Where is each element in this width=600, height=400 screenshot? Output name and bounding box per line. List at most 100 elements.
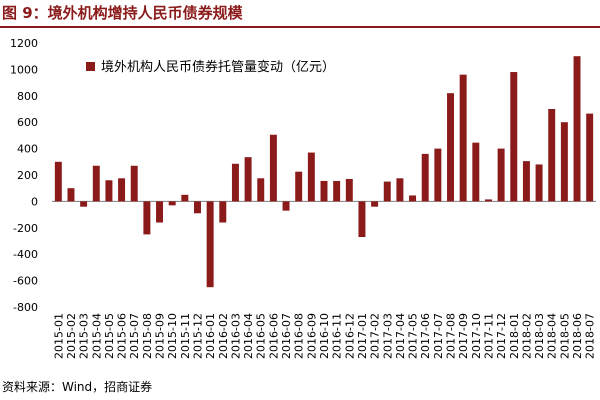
bar (67, 188, 75, 202)
y-tick-label: -200 (13, 222, 38, 235)
source-note: 资料来源：Wind，招商证券 (2, 380, 153, 394)
legend-label: 境外机构人民币债券托管量变动（亿元） (101, 59, 335, 75)
x-tick-label: 2017-02 (369, 313, 382, 359)
bar (573, 56, 581, 202)
x-tick-label: 2016-02 (217, 313, 230, 359)
bar (434, 148, 442, 202)
bar-chart: 境外机构人民币债券托管量变动（亿元） -800 -600 -400 -200 0 200 4… (10, 37, 597, 359)
bar (447, 93, 454, 202)
bars (54, 56, 594, 288)
bar (206, 201, 214, 288)
x-tick-label: 2017-10 (470, 313, 483, 359)
x-tick-label: 2017-05 (407, 313, 420, 359)
y-tick-label: 600 (17, 116, 38, 129)
bar (194, 201, 201, 214)
y-tick-label: 800 (17, 90, 38, 103)
x-tick-label: 2018-06 (571, 313, 584, 359)
bar (472, 142, 480, 202)
bar (383, 181, 391, 202)
x-axis: 2015-01 2015-02 2015-03 2015-04 2015-05 2015-… (52, 313, 596, 359)
x-tick-label: 2015-06 (116, 313, 129, 359)
bar (282, 201, 290, 211)
bar (118, 178, 126, 202)
chart-legend: 境外机构人民币债券托管量变动（亿元） (86, 59, 335, 75)
bar (92, 165, 100, 202)
x-tick-label: 2017-01 (356, 313, 369, 359)
x-tick-label: 2015-03 (78, 313, 91, 359)
bar (257, 178, 265, 202)
x-tick-label: 2015-09 (154, 313, 167, 359)
x-tick-label: 2017-04 (394, 313, 407, 359)
legend-swatch (86, 62, 95, 71)
bar (295, 171, 303, 202)
bar (497, 148, 505, 202)
bar (143, 201, 151, 235)
bar (105, 180, 113, 202)
x-tick-label: 2016-08 (293, 313, 306, 359)
x-tick-label: 2015-07 (128, 313, 141, 359)
x-tick-label: 2018-04 (546, 313, 559, 359)
x-tick-label: 2015-11 (179, 313, 192, 359)
bar (409, 195, 417, 202)
x-tick-label: 2018-07 (584, 313, 597, 359)
x-tick-label: 2015-04 (90, 313, 103, 359)
x-tick-label: 2015-01 (52, 313, 65, 359)
x-tick-label: 2018-03 (533, 313, 546, 359)
bar (535, 164, 543, 202)
bar (548, 109, 556, 202)
x-tick-label: 2016-01 (204, 313, 217, 359)
x-tick-label: 2015-08 (141, 313, 154, 359)
x-tick-label: 2018-05 (558, 313, 571, 359)
x-tick-label: 2017-07 (432, 313, 445, 359)
x-tick-label: 2016-06 (267, 313, 280, 359)
x-tick-label: 2015-02 (65, 313, 78, 359)
x-tick-label: 2016-07 (280, 313, 293, 359)
bar (244, 157, 252, 202)
bar (371, 201, 379, 207)
bar (181, 194, 189, 202)
y-tick-label: 400 (17, 143, 38, 156)
bar (307, 152, 315, 202)
bar (560, 122, 568, 202)
x-tick-label: 2016-03 (229, 313, 242, 359)
x-tick-label: 2016-05 (255, 313, 268, 359)
y-tick-label: -400 (13, 248, 38, 261)
x-tick-label: 2017-08 (445, 313, 458, 359)
bar (484, 199, 492, 202)
bar (54, 161, 62, 202)
x-tick-label: 2018-01 (508, 313, 521, 359)
x-tick-label: 2016-11 (331, 313, 344, 359)
y-tick-label: 0 (31, 195, 38, 208)
y-tick-label: -800 (13, 301, 38, 314)
bar (459, 74, 467, 202)
x-tick-label: 2017-06 (419, 313, 432, 359)
x-tick-label: 2016-09 (305, 313, 318, 359)
bar (156, 201, 164, 223)
bar (333, 180, 341, 202)
x-tick-label: 2015-05 (103, 313, 116, 359)
bar (510, 72, 518, 202)
bar (269, 134, 277, 202)
x-tick-label: 2016-10 (318, 313, 331, 359)
bar (522, 161, 530, 202)
bar (358, 201, 366, 238)
x-tick-label: 2015-12 (191, 313, 204, 359)
bar (168, 201, 176, 206)
bar (130, 165, 138, 202)
x-tick-label: 2017-09 (457, 313, 470, 359)
bar (320, 180, 328, 202)
x-tick-label: 2016-12 (343, 313, 356, 359)
figure-title: 图 9：境外机构增持人民币债券规模 (2, 4, 243, 22)
x-tick-label: 2017-11 (482, 313, 495, 359)
bar (421, 153, 429, 202)
y-tick-label: 1200 (10, 37, 38, 50)
title-bar: 图 9：境外机构增持人民币债券规模 (0, 0, 600, 28)
x-tick-label: 2017-03 (381, 313, 394, 359)
bar (80, 201, 88, 207)
bar (345, 178, 353, 202)
y-tick-label: 1000 (10, 63, 38, 76)
bar (586, 113, 594, 202)
x-tick-label: 2015-10 (166, 313, 179, 359)
x-tick-label: 2018-02 (520, 313, 533, 359)
bar (396, 178, 404, 202)
